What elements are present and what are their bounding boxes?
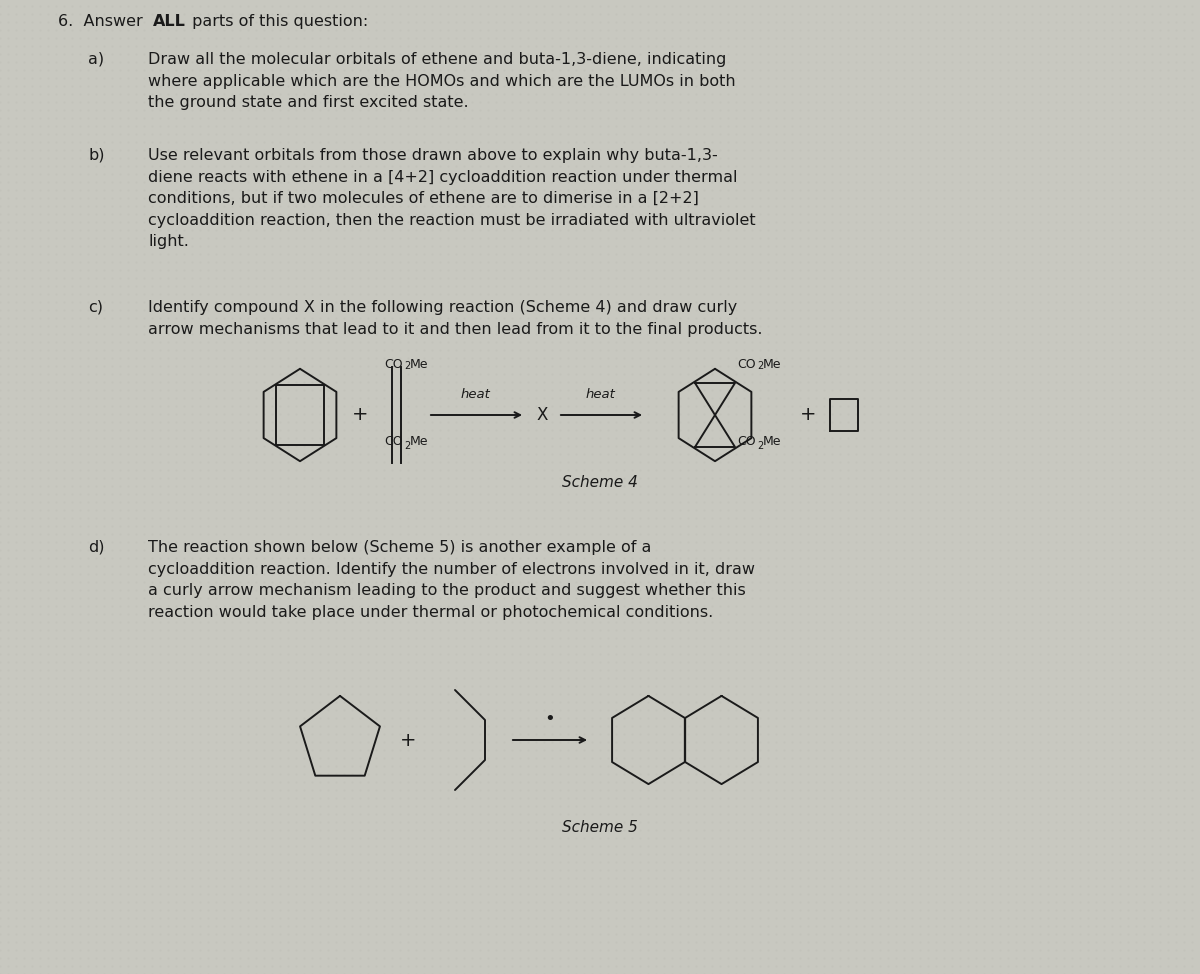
Text: 2: 2	[404, 361, 410, 371]
Text: parts of this question:: parts of this question:	[187, 14, 368, 29]
Text: 2: 2	[404, 441, 410, 451]
Text: Scheme 4: Scheme 4	[562, 475, 638, 490]
Text: CO: CO	[737, 435, 756, 448]
Text: Scheme 5: Scheme 5	[562, 820, 638, 835]
Text: +: +	[352, 405, 368, 425]
Text: 2: 2	[757, 441, 763, 451]
Text: CO: CO	[737, 358, 756, 371]
Text: X: X	[536, 406, 547, 424]
Text: d): d)	[88, 540, 104, 555]
Text: 2: 2	[757, 361, 763, 371]
Text: heat: heat	[460, 388, 490, 401]
Text: Identify compound X in the following reaction (Scheme 4) and draw curly
arrow me: Identify compound X in the following rea…	[148, 300, 762, 337]
Text: Me: Me	[763, 435, 781, 448]
Text: Use relevant orbitals from those drawn above to explain why buta-1,3-
diene reac: Use relevant orbitals from those drawn a…	[148, 148, 756, 249]
Text: The reaction shown below (Scheme 5) is another example of a
cycloaddition reacti: The reaction shown below (Scheme 5) is a…	[148, 540, 755, 619]
Text: 6.  Answer: 6. Answer	[58, 14, 148, 29]
Text: a): a)	[88, 52, 104, 67]
Text: b): b)	[88, 148, 104, 163]
Text: +: +	[400, 730, 416, 750]
Text: Me: Me	[410, 358, 428, 371]
Text: Me: Me	[763, 358, 781, 371]
Text: •: •	[545, 710, 556, 728]
Text: c): c)	[88, 300, 103, 315]
Text: heat: heat	[586, 388, 614, 401]
Text: ALL: ALL	[154, 14, 186, 29]
Text: Me: Me	[410, 435, 428, 448]
Text: Draw all the molecular orbitals of ethene and buta-1,3-diene, indicating
where a: Draw all the molecular orbitals of ethen…	[148, 52, 736, 110]
Text: CO: CO	[384, 435, 403, 448]
Text: +: +	[799, 405, 816, 425]
Text: CO: CO	[384, 358, 403, 371]
